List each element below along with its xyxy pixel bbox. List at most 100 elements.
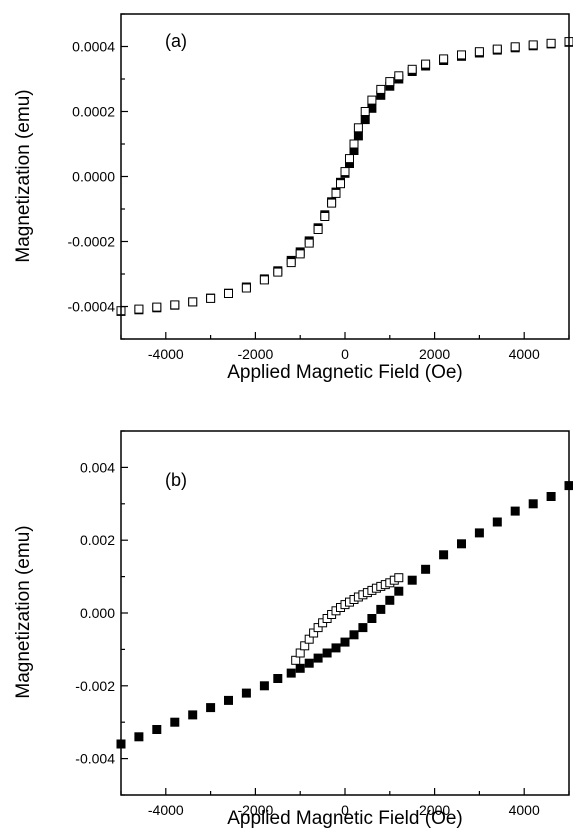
chart-b-point: [259, 681, 269, 691]
chart-a-y-tick-label: 0.0002: [72, 104, 115, 120]
chart-b-point: [241, 688, 251, 698]
chart-b-point: [152, 725, 162, 734]
chart-b-point: [170, 717, 180, 727]
chart-b-series-1: [291, 573, 404, 665]
chart-b-point: [407, 575, 417, 585]
chart-b-point: [134, 732, 144, 742]
chart-b-point: [394, 573, 404, 583]
chart-b-frame: [120, 430, 570, 796]
chart-a-point: [421, 59, 431, 69]
chart-a-y-axis-label: Magnetization (emu): [13, 89, 34, 262]
chart-a-x-tick-label: 2000: [419, 346, 450, 362]
chart-b-x-axis-label: Applied Magnetic Field (Oe): [227, 808, 463, 829]
chart-a-point: [331, 188, 341, 198]
chart-b-point: [206, 703, 216, 713]
chart-a-x-tick-label: 4000: [509, 346, 540, 362]
chart-a-point: [385, 77, 395, 87]
chart-b-point: [295, 663, 305, 673]
chart-b-point: [340, 637, 350, 647]
chart-b-point: [394, 586, 404, 596]
chart-a-point: [407, 64, 417, 74]
chart-b-point: [492, 517, 502, 527]
chart-b-x-tick-label: 4000: [509, 802, 540, 818]
chart-b-x-tick-label: -4000: [148, 802, 184, 818]
chart-a-point: [206, 293, 216, 303]
chart-b-point: [457, 539, 466, 549]
chart-b-point: [528, 499, 538, 509]
chart-a-point: [295, 249, 305, 259]
chart-a-point: [439, 54, 449, 64]
chart-a-x-tick-label: 0: [341, 346, 349, 362]
chart-a-point: [273, 267, 283, 277]
chart-b-markers: [116, 481, 573, 749]
chart-a-point: [367, 95, 377, 105]
chart-a-panel-label: (a): [165, 31, 187, 51]
chart-a-series-0: [116, 37, 573, 316]
chart-b-point: [358, 623, 368, 633]
chart-a-y-tick-label: -0.0002: [68, 234, 116, 250]
chart-a-point: [457, 50, 466, 60]
chart-a-y-tick-label: 0.0000: [72, 169, 115, 185]
chart-a-point: [353, 131, 363, 141]
chart-a-point: [304, 238, 314, 248]
chart-a-point: [376, 84, 386, 94]
chart-b-point: [313, 653, 323, 663]
chart-a-point: [394, 71, 404, 81]
chart-panel-b: -4000 -2000 0 2000 4000 -0.004 -0.002 0.000 0.00…: [13, 430, 573, 829]
chart-b-y-axis-label: Magnetization (emu): [13, 525, 34, 698]
chart-b-point: [273, 674, 283, 683]
chart-a-point: [224, 289, 233, 298]
chart-a-x-axis-label: Applied Magnetic Field (Oe): [227, 362, 463, 383]
chart-b-y-tick-label: 0.004: [80, 459, 115, 475]
chart-b-ticks: -4000 -2000 0 2000 4000 -0.004 -0.002 0.000 0.00…: [75, 430, 570, 818]
chart-panel-a: -4000 -2000 0 2000 4000 -0.0004 -0.0002 0.0000 0…: [13, 13, 573, 383]
chart-b-x-tick-label: -2000: [237, 802, 273, 818]
chart-a-point: [360, 107, 370, 116]
chart-b-point: [304, 658, 314, 668]
chart-b-point: [322, 648, 332, 658]
chart-a-point: [313, 225, 323, 234]
chart-b-point: [510, 506, 520, 516]
chart-a-point: [188, 297, 198, 307]
chart-b-point: [188, 710, 198, 720]
chart-b-point: [439, 550, 449, 560]
chart-a-point: [327, 198, 337, 208]
chart-a-point: [340, 167, 350, 177]
chart-b-point: [367, 614, 377, 623]
chart-b-x-tick-label: 2000: [419, 802, 450, 818]
chart-a-point: [152, 302, 162, 312]
chart-a-point: [320, 212, 330, 221]
chart-b-panel-label: (b): [165, 470, 187, 490]
chart-a-point: [492, 44, 502, 54]
chart-a-point: [345, 154, 354, 164]
chart-a-point: [286, 258, 296, 268]
chart-a-point: [353, 123, 363, 133]
chart-a-point: [528, 40, 538, 50]
chart-a-point: [134, 304, 144, 314]
chart-a-x-tick-label: -2000: [237, 346, 273, 362]
chart-b-point: [376, 604, 386, 614]
chart-b-point: [224, 695, 233, 705]
chart-a-y-tick-label: -0.0004: [68, 299, 116, 315]
chart-b-point: [546, 492, 556, 501]
chart-b-point: [474, 528, 484, 538]
chart-a-point: [546, 38, 556, 48]
chart-a-markers: [116, 37, 573, 316]
chart-a-point: [336, 179, 345, 189]
chart-b-point: [286, 668, 296, 678]
chart-a-point: [360, 115, 370, 125]
chart-a-point: [170, 300, 180, 310]
chart-b-y-tick-label: -0.004: [75, 751, 115, 767]
chart-b-point: [349, 630, 359, 640]
chart-b-x-tick-label: 0: [341, 802, 349, 818]
chart-a-point: [241, 283, 251, 293]
chart-b-y-tick-label: 0.000: [80, 605, 115, 621]
chart-a-point: [510, 42, 520, 52]
chart-a-y-tick-label: 0.0004: [72, 39, 115, 55]
chart-b-point: [421, 564, 431, 574]
chart-b-point: [385, 595, 395, 605]
chart-b-series-0: [116, 481, 573, 749]
chart-a-x-tick-label: -4000: [148, 346, 184, 362]
chart-a-ticks: -4000 -2000 0 2000 4000 -0.0004 -0.0002 0.0000 0…: [68, 13, 570, 362]
